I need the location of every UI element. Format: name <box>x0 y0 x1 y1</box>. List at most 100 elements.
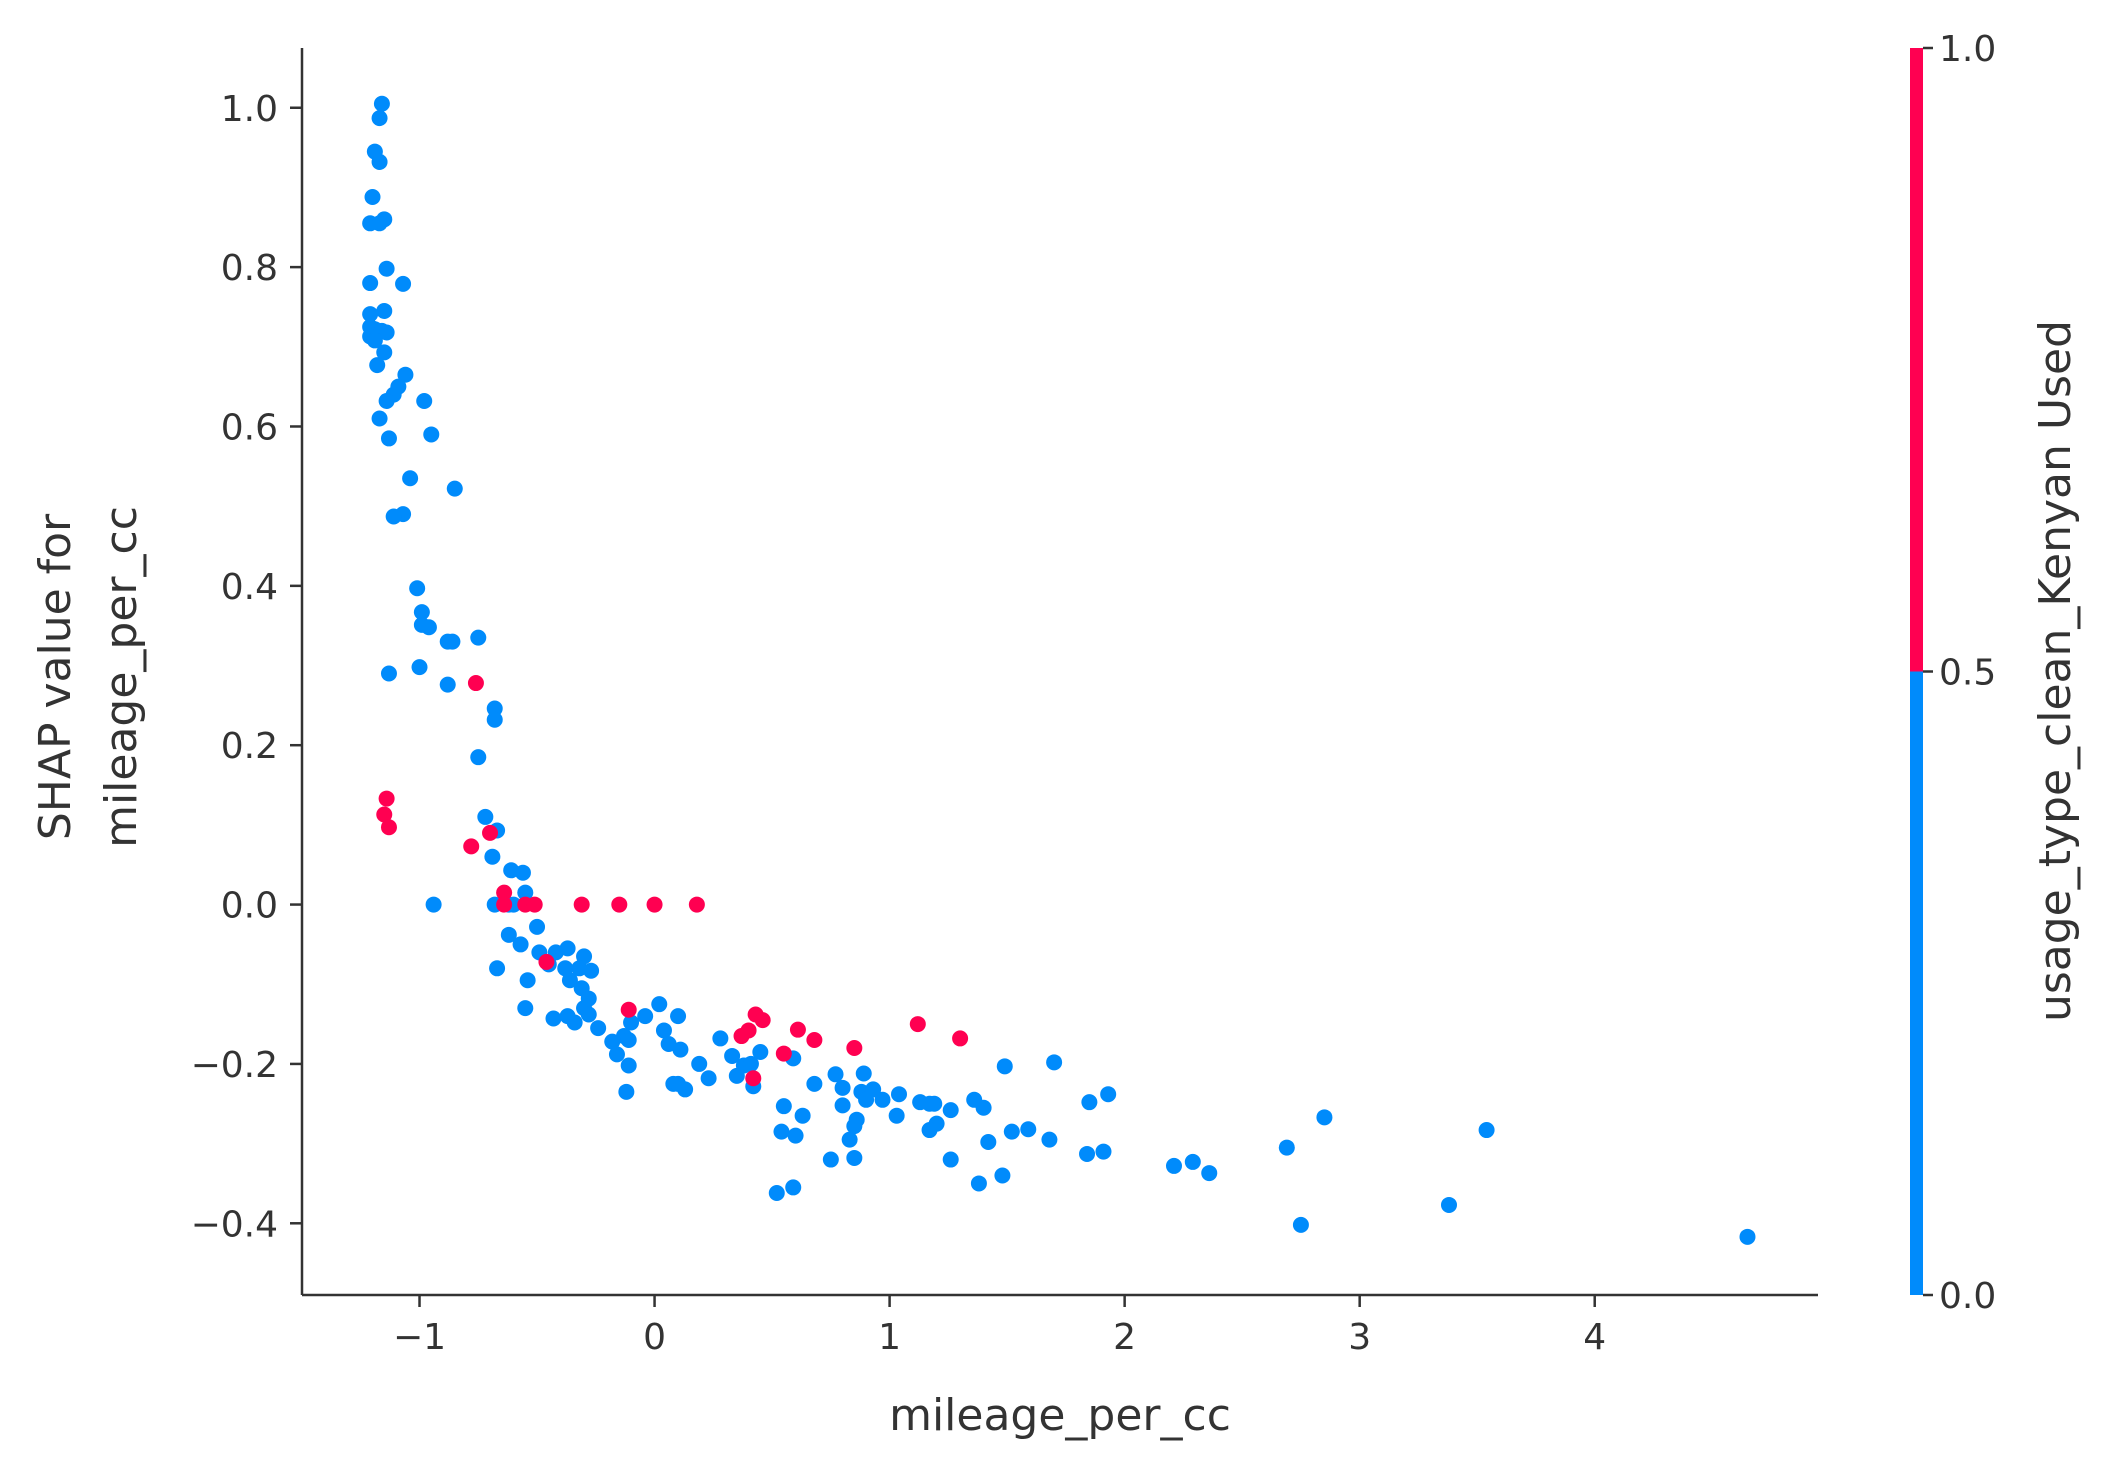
data-point-high <box>526 896 543 913</box>
data-point-low <box>371 215 388 232</box>
data-point-low <box>975 1099 992 1116</box>
y-tick-label: 0.8 <box>221 248 278 289</box>
data-point-low <box>364 189 381 206</box>
data-point-low <box>637 1008 654 1025</box>
data-point-high <box>376 806 393 823</box>
x-axis-label: mileage_per_cc <box>889 1390 1231 1441</box>
y-tick-label: −0.2 <box>191 1045 278 1086</box>
data-point-low <box>700 1070 717 1087</box>
data-point-low <box>1020 1121 1037 1138</box>
data-point-low <box>590 1020 607 1037</box>
data-point-low <box>376 344 393 361</box>
data-point-low <box>677 1081 694 1098</box>
data-point-low <box>395 275 412 292</box>
data-point-high <box>573 896 590 913</box>
data-point-low <box>620 1057 637 1074</box>
data-point-low <box>444 633 461 650</box>
data-point-low <box>385 508 402 525</box>
data-point-low <box>559 940 576 957</box>
data-point-low <box>416 392 433 409</box>
data-point-high <box>463 838 480 855</box>
data-point-low <box>583 962 600 979</box>
data-point-low <box>846 1149 863 1166</box>
x-tick-label: 2 <box>1113 1317 1136 1358</box>
data-point-low <box>512 936 529 953</box>
data-point-high <box>620 1001 637 1018</box>
data-point-low <box>794 1107 811 1124</box>
data-point-low <box>425 896 442 913</box>
y-tick-label: −0.4 <box>191 1204 278 1245</box>
data-point-low <box>1046 1054 1063 1071</box>
data-point-low <box>413 604 430 621</box>
data-point-low <box>651 996 668 1013</box>
data-point-low <box>470 749 487 766</box>
data-point-low <box>362 275 379 292</box>
data-point-low <box>402 470 419 487</box>
data-point-low <box>728 1067 745 1084</box>
data-point-low <box>371 410 388 427</box>
data-point-low <box>489 960 506 977</box>
data-point-high <box>754 1012 771 1029</box>
data-point-low <box>517 1000 534 1017</box>
data-point-low <box>1079 1145 1096 1162</box>
x-tick-label: 0 <box>643 1317 666 1358</box>
data-point-low <box>420 619 437 636</box>
data-point-low <box>486 700 503 717</box>
x-tick-label: 4 <box>1583 1317 1606 1358</box>
data-point-low <box>672 1041 689 1058</box>
data-point-high <box>482 824 499 841</box>
data-point-low <box>378 324 395 341</box>
data-point-low <box>529 918 546 935</box>
data-point-low <box>670 1008 687 1025</box>
data-point-high <box>611 896 628 913</box>
data-point-low <box>742 1055 759 1072</box>
y-tick-label: 0.6 <box>221 407 278 448</box>
colorbar-ticks: 0.0 0.5 1.0 <box>1923 29 1996 1317</box>
data-point-low <box>841 1131 858 1148</box>
data-point-low <box>1440 1196 1457 1213</box>
data-point-low <box>566 1014 583 1031</box>
data-point-low <box>712 1030 729 1047</box>
data-point-high <box>952 1030 969 1047</box>
data-point-low <box>775 1098 792 1115</box>
data-point-low <box>608 1046 625 1063</box>
data-point-low <box>371 153 388 170</box>
data-point-low <box>822 1151 839 1168</box>
data-point-low <box>366 332 383 349</box>
data-point-low <box>378 392 395 409</box>
data-point-high <box>909 1016 926 1033</box>
data-point-high <box>740 1022 757 1039</box>
data-point-low <box>380 665 397 682</box>
data-point-low <box>362 306 379 323</box>
data-point-low <box>855 1065 872 1082</box>
data-point-low <box>500 926 517 943</box>
data-point-low <box>942 1102 959 1119</box>
data-point-low <box>994 1167 1011 1184</box>
data-point-low <box>752 1043 769 1060</box>
data-point-low <box>834 1079 851 1096</box>
data-point-low <box>942 1151 959 1168</box>
data-point-high <box>789 1021 806 1038</box>
data-point-low <box>1184 1153 1201 1170</box>
data-point-low <box>1278 1139 1295 1156</box>
data-point-low <box>477 808 494 825</box>
data-point-low <box>378 260 395 277</box>
data-point-low <box>409 580 426 597</box>
data-point-high <box>496 884 513 901</box>
data-point-low <box>369 357 386 374</box>
data-point-low <box>846 1118 863 1135</box>
data-point-low <box>691 1055 708 1072</box>
data-point-low <box>380 430 397 447</box>
data-point-low <box>620 1032 637 1049</box>
data-point-low <box>1081 1094 1098 1111</box>
y-tick-label: 0.0 <box>221 886 278 927</box>
data-point-low <box>371 110 388 127</box>
data-point-low <box>785 1179 802 1196</box>
data-point-low <box>1095 1143 1112 1160</box>
data-point-low <box>1165 1157 1182 1174</box>
data-point-high <box>775 1045 792 1062</box>
data-point-low <box>834 1097 851 1114</box>
data-point-low <box>1201 1165 1218 1182</box>
data-point-high <box>806 1032 823 1049</box>
